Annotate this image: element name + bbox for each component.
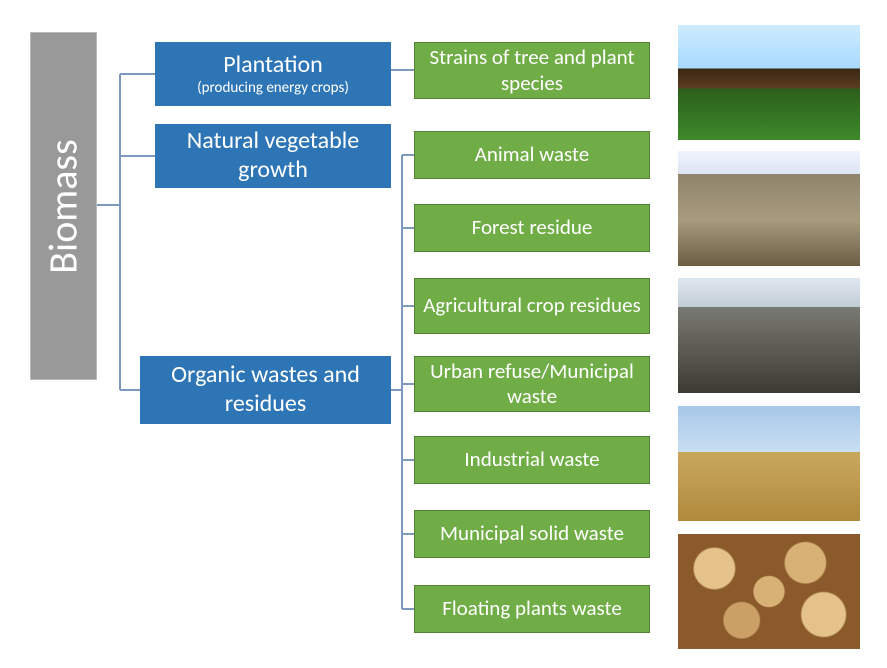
level1-box-2: Organic wastes and residues	[140, 356, 391, 424]
firewood-image	[678, 534, 860, 649]
level1-title: Organic wastes and residues	[148, 361, 383, 419]
biomass-root: Biomass	[30, 32, 97, 380]
level2-box-0: Strains of tree and plant species	[414, 42, 650, 99]
level2-label: Agricultural crop residues	[423, 293, 640, 318]
level2-label: Municipal solid waste	[440, 521, 624, 546]
level1-box-0: Plantation(producing energy crops)	[155, 42, 391, 106]
level1-title: Plantation	[223, 51, 322, 80]
level1-box-1: Natural vegetable growth	[155, 124, 391, 188]
level1-title: Natural vegetable growth	[163, 127, 383, 185]
level2-box-5: Industrial waste	[414, 436, 650, 484]
level2-label: Industrial waste	[464, 447, 599, 472]
landfill-image	[678, 278, 860, 393]
level2-box-2: Forest residue	[414, 204, 650, 252]
level1-subtitle: (producing energy crops)	[197, 79, 349, 97]
level2-label: Strains of tree and plant species	[423, 45, 641, 95]
level2-label: Animal waste	[475, 142, 589, 167]
hay-bale-image	[678, 406, 860, 521]
level2-label: Urban refuse/Municipal waste	[423, 359, 641, 409]
level2-box-4: Urban refuse/Municipal waste	[414, 356, 650, 412]
level2-label: Forest residue	[472, 215, 593, 240]
level2-box-6: Municipal solid waste	[414, 510, 650, 558]
level2-label: Floating plants waste	[442, 596, 622, 621]
cow-compost-image	[678, 25, 860, 140]
level2-box-7: Floating plants waste	[414, 585, 650, 633]
level2-box-1: Animal waste	[414, 131, 650, 179]
wood-debris-image	[678, 151, 860, 266]
biomass-root-label: Biomass	[39, 139, 88, 273]
level2-box-3: Agricultural crop residues	[414, 278, 650, 334]
